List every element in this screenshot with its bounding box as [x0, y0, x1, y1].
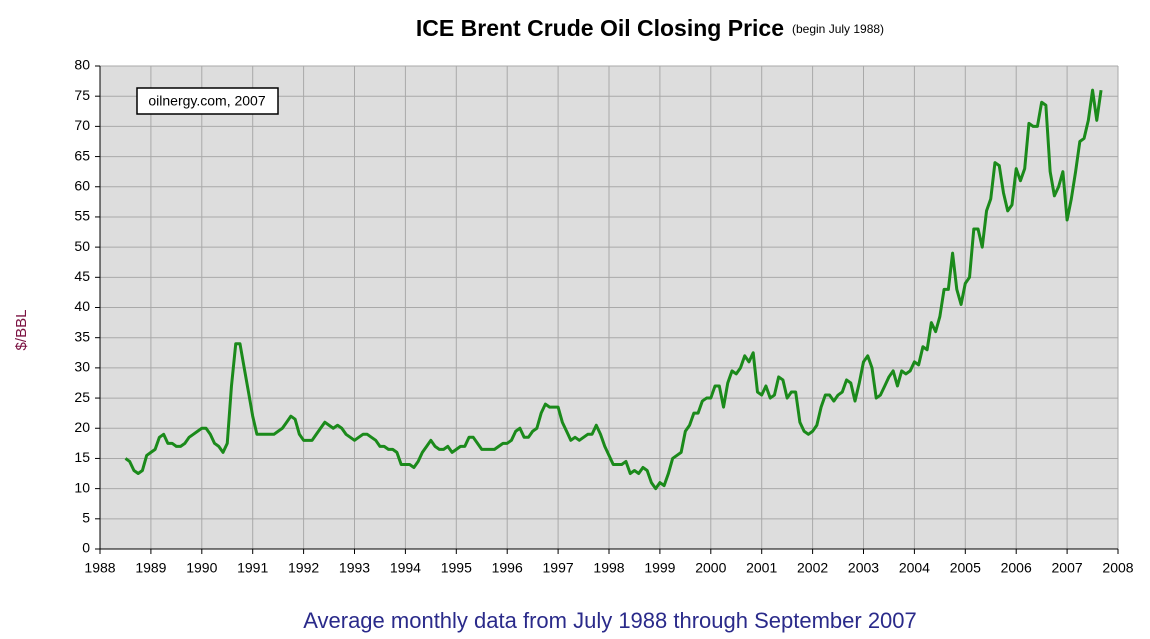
x-tick-label: 1991: [237, 560, 268, 576]
y-tick-label: 55: [74, 208, 90, 224]
annotation-box: [136, 87, 279, 115]
y-tick-label: 35: [74, 328, 90, 344]
y-tick-label: 60: [74, 177, 90, 193]
y-tick-label: 0: [82, 540, 90, 556]
y-tick-label: 5: [82, 510, 90, 526]
y-tick-label: 15: [74, 449, 90, 465]
x-tick-label: 2004: [899, 560, 930, 576]
x-tick-label: 2003: [848, 560, 879, 576]
x-tick-label: 2008: [1102, 560, 1133, 576]
x-tick-label: 1993: [339, 560, 370, 576]
x-tick-label: 1992: [288, 560, 319, 576]
x-tick-label: 1988: [84, 560, 115, 576]
x-tick-label: 1996: [492, 560, 523, 576]
y-tick-label: 75: [74, 87, 90, 103]
x-tick-label: 1994: [390, 560, 421, 576]
price-line: [124, 88, 1103, 491]
annotation: oilnergy.com, 2007: [148, 93, 265, 109]
y-tick-label: 20: [74, 419, 90, 435]
x-tick-label: 1998: [593, 560, 624, 576]
x-tick-label: 1989: [135, 560, 166, 576]
x-tick-label: 2001: [746, 560, 777, 576]
x-tick-label: 2006: [1001, 560, 1032, 576]
x-tick-label: 2007: [1052, 560, 1083, 576]
y-tick-label: 70: [74, 117, 90, 133]
y-tick-label: 45: [74, 268, 90, 284]
x-tick-label: 1995: [441, 560, 472, 576]
x-tick-label: 1990: [186, 560, 217, 576]
x-tick-label: 2005: [950, 560, 981, 576]
chart-subtitle: (begin July 1988): [792, 22, 884, 36]
x-tick-label: 1999: [644, 560, 675, 576]
x-tick-label: 1997: [543, 560, 574, 576]
y-tick-label: 30: [74, 359, 90, 375]
y-tick-label: 50: [74, 238, 90, 254]
grid: [99, 65, 1119, 550]
x-axis-label: Average monthly data from July 1988 thro…: [303, 608, 917, 633]
y-tick-label: 25: [74, 389, 90, 405]
y-tick-label: 80: [74, 57, 90, 73]
x-tick-label: 2002: [797, 560, 828, 576]
y-axis-label: $/BBL: [13, 310, 30, 351]
x-tick-label: 2000: [695, 560, 726, 576]
chart-heading: ICE Brent Crude Oil Closing Price (begin …: [416, 15, 884, 41]
chart-title: ICE Brent Crude Oil Closing Price: [416, 15, 784, 41]
y-tick-label: 10: [74, 479, 90, 495]
y-tick-label: 40: [74, 298, 90, 314]
y-tick-label: 65: [74, 147, 90, 163]
